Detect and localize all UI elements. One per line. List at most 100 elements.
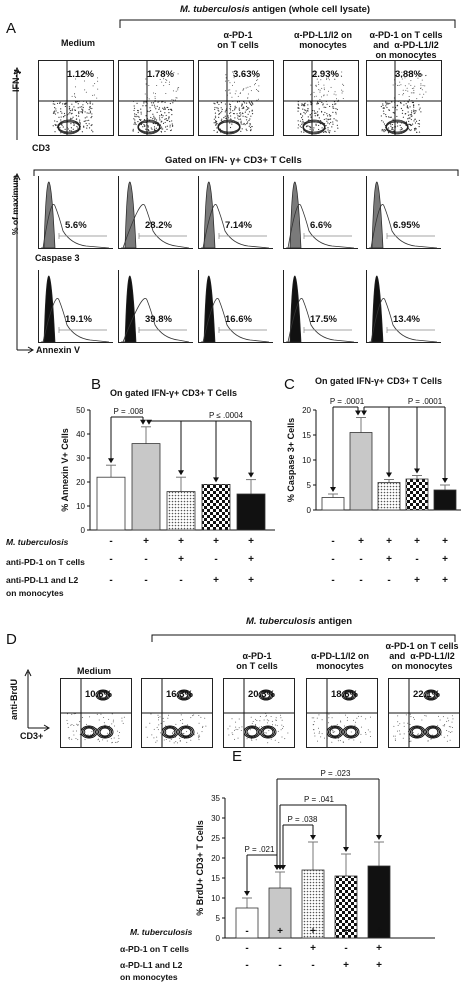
- annexin-histogram: 19.1%: [38, 270, 113, 343]
- panel-d-xaxis-label: CD3+: [20, 731, 44, 741]
- condition-sign-c: +: [358, 536, 364, 547]
- bar: [131, 443, 161, 531]
- y-tick-label: 0: [216, 934, 221, 943]
- panel-a-axis-arrows: [13, 66, 21, 140]
- y-tick-label: 30: [211, 814, 220, 823]
- caspase-histogram-graphic: [369, 181, 438, 249]
- sig-arrowhead: [442, 478, 448, 483]
- panel-d-column-title: α-PD-1 on T cells and α-PD-L1/l2 on mono…: [385, 641, 459, 671]
- condition-row-label: M. tuberculosis: [130, 927, 193, 937]
- condition-sign-c: +: [386, 536, 392, 547]
- panel-e-letter: E: [232, 748, 243, 765]
- panel-d-bracket: [151, 634, 456, 642]
- caspase-histogram: 7.14%: [198, 176, 273, 249]
- brdu-percent-label: 10.6%: [85, 689, 112, 700]
- panel-a-bracket: [119, 19, 456, 28]
- condition-sign-c: -: [359, 575, 363, 586]
- ifn-percent-label: 2.93%: [312, 69, 339, 80]
- ifn-percent-label: 3.88%: [395, 69, 422, 80]
- caspase-histogram-graphic: [201, 181, 270, 249]
- ifn-dotplot-graphic: [284, 61, 358, 135]
- y-tick-label: 35: [211, 794, 220, 803]
- condition-sign-c: +: [442, 575, 448, 586]
- p-value-label: P = .023: [321, 769, 351, 778]
- condition-sign-c: +: [442, 536, 448, 547]
- condition-sign-e: -: [245, 960, 249, 971]
- condition-sign-b: +: [213, 536, 219, 547]
- ifn-percent-label: 1.12%: [67, 69, 94, 80]
- ifn-percent-label: 3.63%: [233, 69, 260, 80]
- y-tick-label: 0: [81, 526, 86, 535]
- bar: [367, 865, 391, 939]
- sig-arrowhead: [414, 468, 420, 474]
- sig-arrowhead: [274, 865, 280, 870]
- condition-sign-b: +: [248, 575, 254, 586]
- y-tick-label: 40: [76, 430, 85, 439]
- caspase-histogram: 6.95%: [366, 176, 441, 249]
- sig-arrowhead: [140, 419, 146, 425]
- sig-arrowhead: [361, 410, 367, 416]
- caspase-histogram-percent: 5.6%: [65, 220, 87, 231]
- condition-sign-c: -: [331, 575, 335, 586]
- sig-arrowhead: [386, 472, 392, 478]
- brdu-dotplot: 20.3%: [223, 678, 295, 748]
- panel-c-chart: 0 5 10 15 20 % Caspase 3+ Cells P = .0001 P = .…: [286, 397, 461, 515]
- condition-sign-e: -: [245, 943, 249, 954]
- p-value-label: P = .041: [304, 795, 334, 804]
- condition-sign-e: +: [343, 926, 349, 937]
- panel-b-letter: B: [91, 376, 102, 393]
- y-axis-title: % BrdU+ CD3+ T Cells: [195, 820, 205, 916]
- caspase-histogram-percent: 7.14%: [225, 220, 252, 231]
- ifn-dotplot-graphic: [39, 61, 113, 135]
- annexin-histogram: 39.8%: [118, 270, 193, 343]
- caspase-histogram-graphic: [286, 181, 355, 249]
- brdu-dotplot: 22.1%: [388, 678, 460, 748]
- brdu-dotplot-graphic: [389, 679, 459, 747]
- condition-sign-e: +: [376, 943, 382, 954]
- condition-row-label: anti-PD-1 on T cells: [6, 557, 85, 567]
- annexin-histogram-percent: 19.1%: [65, 314, 92, 325]
- panel-a-gated-label: Gated on IFN- γ+ CD3+ T Cells: [165, 155, 302, 166]
- condition-sign-c: -: [359, 554, 363, 565]
- ifn-percent-label: 1.78%: [147, 69, 174, 80]
- panel-d-column-title: α-PD-1 on T cells: [236, 651, 278, 671]
- condition-sign-e: -: [245, 926, 249, 937]
- caspase-histogram: 6.6%: [283, 176, 358, 249]
- panel-a-xaxis-label: CD3: [32, 143, 51, 153]
- annexin-histogram-graphic: [41, 275, 110, 343]
- ifn-dotplot: 3.63%: [198, 60, 274, 136]
- bar: [334, 875, 358, 939]
- condition-row-label: M. tuberculosis: [6, 537, 69, 547]
- ifn-dotplot-graphic: [119, 61, 193, 135]
- condition-sign-b: -: [214, 554, 218, 565]
- bar: [321, 497, 345, 511]
- condition-row-label: on monocytes: [120, 972, 178, 982]
- sig-arrowhead: [146, 419, 152, 425]
- annexin-histogram-graphic: [286, 275, 355, 343]
- y-tick-label: 10: [76, 502, 85, 511]
- panel-d-letter: D: [6, 631, 17, 648]
- condition-sign-c: -: [415, 554, 419, 565]
- ifn-dotplot: 1.78%: [118, 60, 194, 136]
- annexin-histogram-graphic: [201, 275, 270, 343]
- sig-arrowhead: [376, 835, 382, 840]
- condition-sign-b: -: [144, 575, 148, 586]
- bar: [268, 887, 292, 939]
- panel-a-column-title: α-PD-L1/l2 on monocytes: [293, 30, 353, 50]
- brdu-percent-label: 18.6%: [331, 689, 358, 700]
- annexin-histogram-percent: 39.8%: [145, 314, 172, 325]
- condition-sign-b: -: [144, 554, 148, 565]
- brdu-dotplot: 18.6%: [306, 678, 378, 748]
- condition-sign-b: +: [143, 536, 149, 547]
- condition-row-label: α-PD-L1 and L2: [120, 960, 183, 970]
- y-tick-label: 15: [302, 431, 311, 440]
- bar: [235, 907, 259, 939]
- condition-sign-c: +: [386, 554, 392, 565]
- panel-e-chart: 0 5 10 15 20 25 30 35 % BrdU+ CD3+ T Cells P = .0…: [195, 769, 435, 943]
- bar: [433, 489, 457, 511]
- caspase-histogram-percent: 28.2%: [145, 220, 172, 231]
- panel-a-hist-axis-arrows: [13, 172, 34, 354]
- p-value-label: P = .0001: [330, 397, 365, 406]
- bar: [349, 432, 373, 511]
- ifn-dotplot-graphic: [199, 61, 273, 135]
